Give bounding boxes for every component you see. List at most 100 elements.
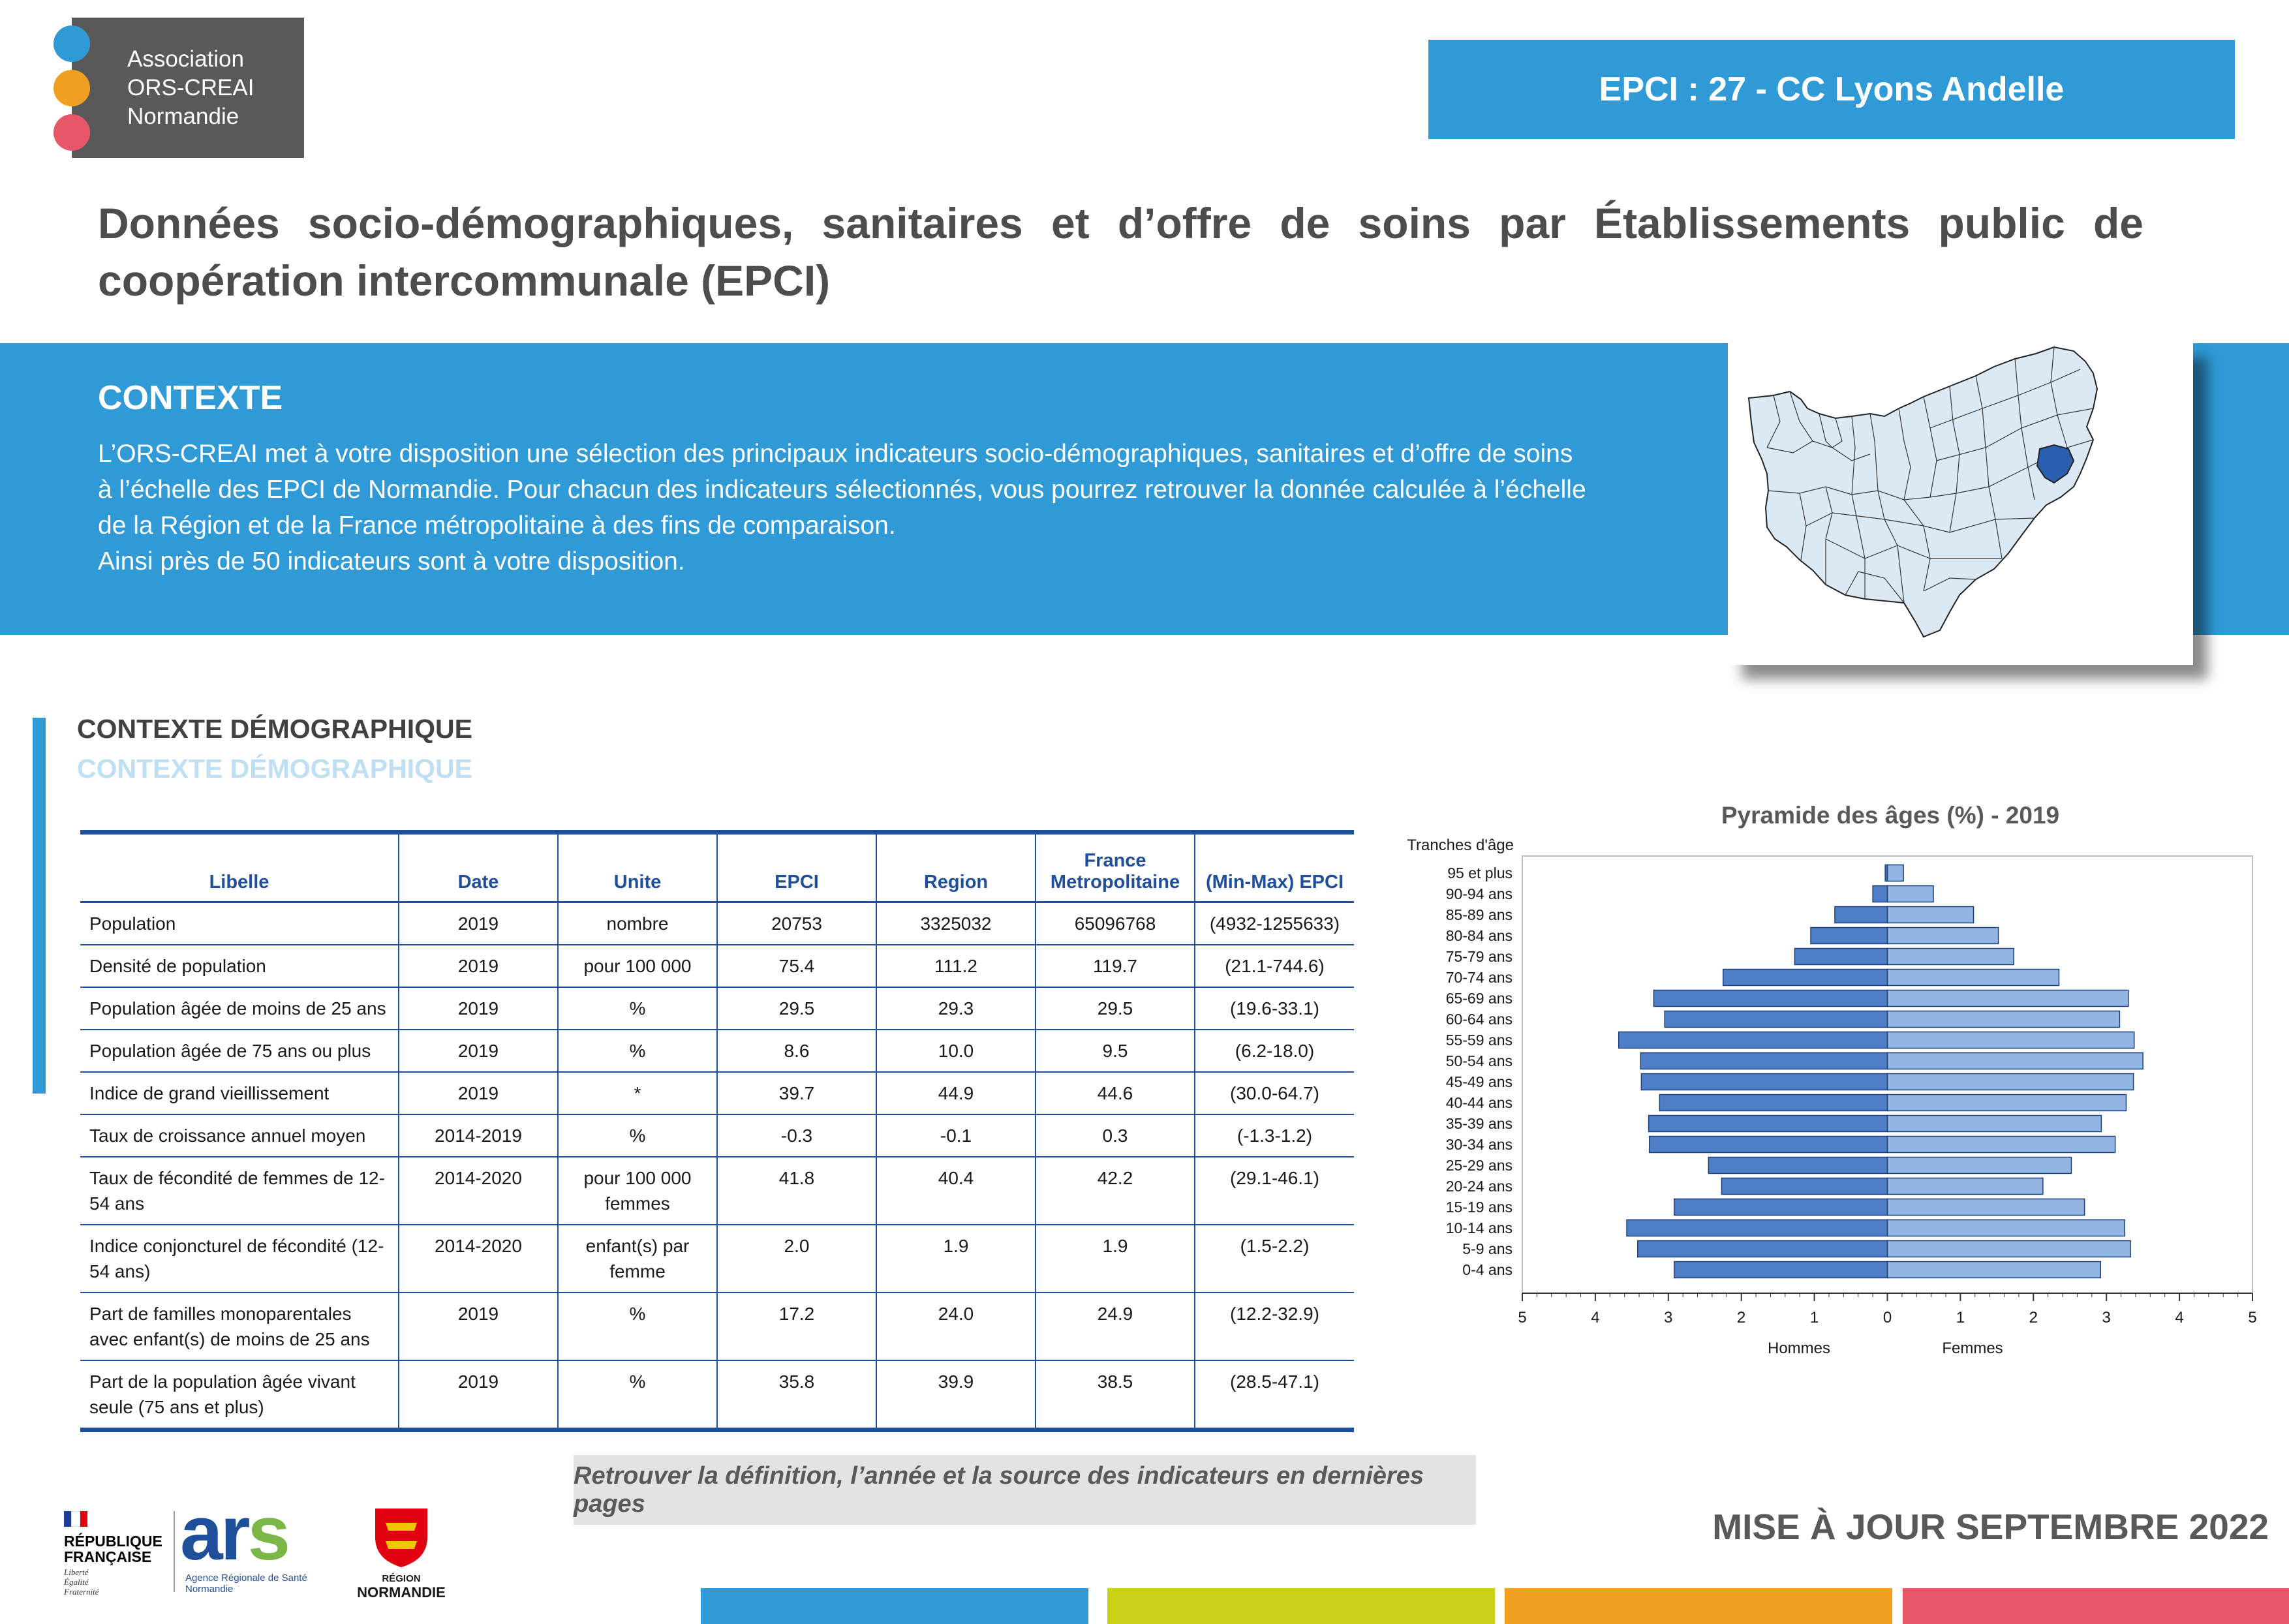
table-cell: (6.2-18.0) bbox=[1194, 1029, 1354, 1072]
column-header: Unite bbox=[557, 832, 717, 902]
table-row: Taux de croissance annuel moyen 2014-2019… bbox=[80, 1114, 1354, 1157]
row-label-cell: Densité de population bbox=[80, 944, 399, 987]
bar-hommes bbox=[1872, 885, 1888, 903]
table-cell: (-1.3-1.2) bbox=[1194, 1114, 1354, 1157]
row-label-cell: Taux de fécondité de femmes de 12-54 ans bbox=[80, 1156, 399, 1225]
bar-hommes bbox=[1664, 1010, 1888, 1028]
region-label: RÉGION bbox=[382, 1573, 421, 1584]
table-cell: 75.4 bbox=[716, 944, 876, 987]
table-row: Taux de fécondité de femmes de 12-54 ans… bbox=[80, 1156, 1354, 1225]
table-cell: * bbox=[557, 1071, 717, 1114]
table-cell: (4932-1255633) bbox=[1194, 901, 1354, 945]
bar-femmes bbox=[1886, 1010, 2121, 1028]
row-label-cell: Indice de grand vieillissement bbox=[80, 1071, 399, 1114]
bar-femmes bbox=[1886, 968, 2060, 987]
contexte-line: L’ORS-CREAI met à votre disposition une … bbox=[98, 440, 1573, 468]
table-cell: pour 100 000 bbox=[557, 944, 717, 987]
table-cell: % bbox=[557, 987, 717, 1030]
ors-creai-logo: Association ORS-CREAI Normandie bbox=[54, 18, 304, 158]
contexte-line: de la Région et de la France métropolita… bbox=[98, 512, 896, 540]
x-tick-label: 3 bbox=[2102, 1309, 2111, 1326]
rf-line: RÉPUBLIQUE bbox=[64, 1533, 162, 1550]
table-cell: 2014-2020 bbox=[398, 1156, 558, 1225]
bar-femmes bbox=[1886, 864, 1904, 882]
ars-subtitle: Normandie bbox=[185, 1584, 234, 1595]
bar-hommes bbox=[1722, 968, 1888, 987]
table-cell: 2019 bbox=[398, 944, 558, 987]
category-tick-label: 10-14 ans bbox=[1446, 1219, 1513, 1236]
highlighted-epci bbox=[2036, 444, 2075, 484]
bar-femmes bbox=[1886, 1177, 2044, 1195]
table-cell: 29.5 bbox=[716, 987, 876, 1030]
table-cell: 17.2 bbox=[716, 1292, 876, 1360]
bar-hommes bbox=[1653, 989, 1888, 1007]
category-axis-title: Tranches d'âge bbox=[1407, 836, 1514, 854]
table-row: Part de la population âgée vivant seule … bbox=[80, 1360, 1354, 1430]
table-cell: 8.6 bbox=[716, 1029, 876, 1072]
logo-blue-dot-icon bbox=[54, 25, 90, 62]
bar-femmes bbox=[1886, 906, 1974, 924]
table-cell: 2019 bbox=[398, 1292, 558, 1360]
table-cell: 9.5 bbox=[1035, 1029, 1195, 1072]
category-tick-label: 40-44 ans bbox=[1446, 1094, 1513, 1111]
table-cell: % bbox=[557, 1292, 717, 1360]
bar-hommes bbox=[1659, 1094, 1888, 1112]
table-cell: (28.5-47.1) bbox=[1194, 1360, 1354, 1430]
row-label-cell: Part de familles monoparentales avec enf… bbox=[80, 1292, 399, 1360]
table-cell: 65096768 bbox=[1035, 901, 1195, 945]
category-tick-label: 20-24 ans bbox=[1446, 1178, 1513, 1195]
table-cell: 24.9 bbox=[1035, 1292, 1195, 1360]
marianne-icon bbox=[64, 1511, 87, 1527]
table-row: Population âgée de moins de 25 ans 2019% 2… bbox=[80, 987, 1354, 1030]
logo-line: ORS-CREAI bbox=[127, 75, 254, 100]
blue-strip bbox=[701, 1588, 1088, 1624]
ars-wordmark: ars bbox=[180, 1490, 290, 1576]
x-tick-label: 0 bbox=[1883, 1309, 1892, 1326]
logo-red-dot-icon bbox=[54, 114, 90, 151]
table-cell: (29.1-46.1) bbox=[1194, 1156, 1354, 1225]
rf-motto: Liberté bbox=[64, 1567, 89, 1577]
logo-line: Association bbox=[127, 46, 244, 72]
category-tick-label: 70-74 ans bbox=[1446, 969, 1513, 986]
table-cell: 44.6 bbox=[1035, 1071, 1195, 1114]
category-tick-label: 55-59 ans bbox=[1446, 1032, 1513, 1049]
rf-motto: Égalité bbox=[64, 1577, 89, 1587]
table-cell: 10.0 bbox=[876, 1029, 1036, 1072]
bar-femmes bbox=[1886, 989, 2129, 1007]
x-label-hommes: Hommes bbox=[1768, 1340, 1830, 1357]
green-strip bbox=[1107, 1588, 1495, 1624]
epci-banner: EPCI : 27 - CC Lyons Andelle bbox=[1428, 40, 2235, 139]
bar-hommes bbox=[1721, 1177, 1888, 1195]
x-tick-label: 1 bbox=[1810, 1309, 1819, 1326]
bar-femmes bbox=[1886, 1052, 2143, 1070]
row-label-cell: Indice conjoncturel de fécondité (12-54 … bbox=[80, 1224, 399, 1293]
contexte-line: Ainsi près de 50 indicateurs sont à votr… bbox=[98, 547, 685, 575]
table-cell: 0.3 bbox=[1035, 1114, 1195, 1157]
logo-line: Normandie bbox=[127, 104, 239, 129]
table-cell: 2019 bbox=[398, 901, 558, 945]
row-label-cell: Population bbox=[80, 901, 399, 945]
update-date: MISE À JOUR SEPTEMBRE 2022 bbox=[1712, 1507, 2269, 1547]
table-cell: 42.2 bbox=[1035, 1156, 1195, 1225]
table-cell: 29.3 bbox=[876, 987, 1036, 1030]
table-row: Indice conjoncturel de fécondité (12-54 … bbox=[80, 1224, 1354, 1293]
logo-text: Association ORS-CREAI Normandie bbox=[127, 45, 254, 131]
category-tick-label: 15-19 ans bbox=[1446, 1199, 1513, 1216]
table-cell: 41.8 bbox=[716, 1156, 876, 1225]
category-tick-label: 35-39 ans bbox=[1446, 1115, 1513, 1132]
normandie-map bbox=[1728, 343, 2193, 665]
row-label-cell: Population âgée de moins de 25 ans bbox=[80, 987, 399, 1030]
category-tick-label: 80-84 ans bbox=[1446, 927, 1513, 944]
table-cell: 20753 bbox=[716, 901, 876, 945]
table-header-row: Libelle Date Unite EPCI Region France Me… bbox=[80, 832, 1354, 902]
column-header: Date bbox=[398, 832, 558, 902]
column-header: France Metropolitaine bbox=[1035, 832, 1195, 902]
x-tick-label: 2 bbox=[1737, 1309, 1745, 1326]
table-cell: 38.5 bbox=[1035, 1360, 1195, 1430]
table-row: Indice de grand vieillissement 2019 * 39.7 4… bbox=[80, 1071, 1354, 1114]
row-label-cell: Population âgée de 75 ans ou plus bbox=[80, 1029, 399, 1072]
bar-hommes bbox=[1834, 906, 1888, 924]
table-cell: nombre bbox=[557, 901, 717, 945]
category-tick-label: 65-69 ans bbox=[1446, 990, 1513, 1007]
region-label: NORMANDIE bbox=[357, 1584, 446, 1601]
